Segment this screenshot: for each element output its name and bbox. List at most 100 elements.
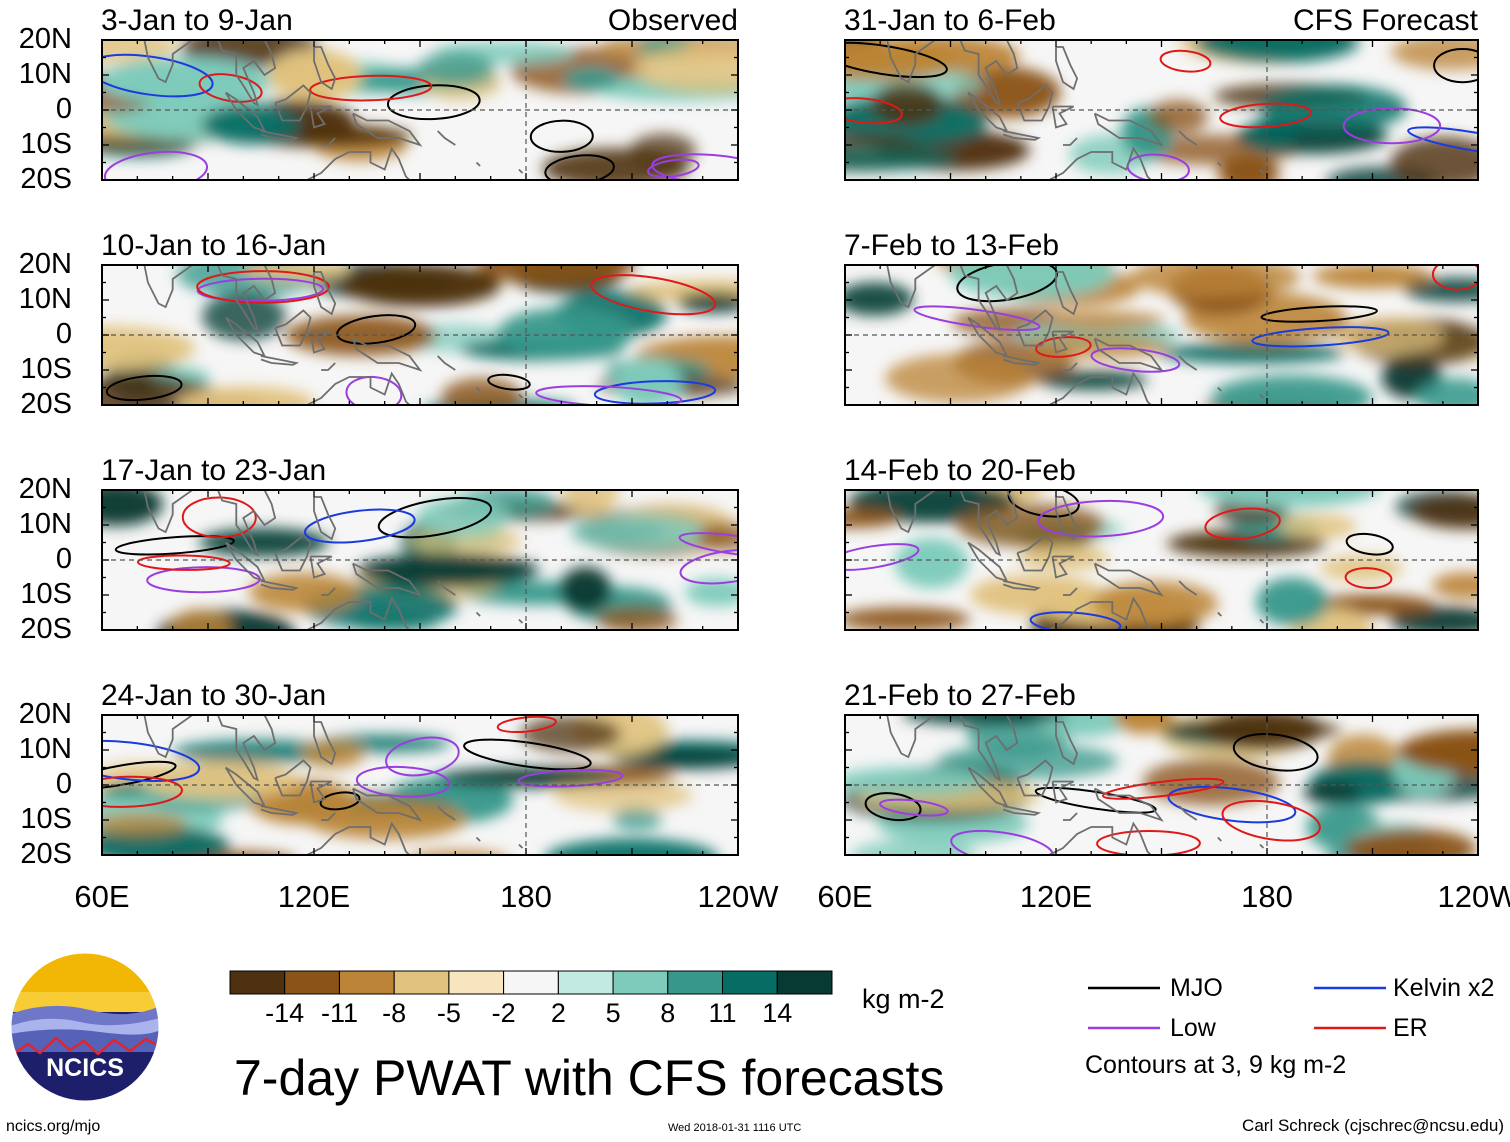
coastlines [142, 490, 524, 630]
panel-period: 7-Feb to 13-Feb [844, 229, 1060, 262]
coastline [352, 787, 423, 822]
coastline [1217, 611, 1222, 617]
colorbar-swatch [612, 970, 669, 995]
anomaly-blob [1130, 265, 1301, 298]
anomaly-blob [1036, 311, 1166, 330]
coastline [142, 265, 195, 309]
anomaly-blob [1411, 495, 1478, 530]
coastline [1046, 146, 1153, 180]
contour-mjo [487, 373, 531, 391]
coastline [1055, 46, 1079, 91]
coastline [1178, 805, 1198, 821]
anomaly-blob [418, 51, 495, 85]
colorbar-tick: -8 [382, 998, 407, 1028]
anomaly-blob [938, 743, 1119, 780]
lat-tick-label: 20N [18, 698, 72, 730]
anomaly-blob [102, 326, 196, 371]
contour-er [1431, 265, 1478, 291]
coastline [1259, 618, 1265, 624]
contour-mjo [463, 738, 592, 771]
coastline [321, 362, 336, 371]
contour-mjo [1345, 532, 1394, 556]
coastline [518, 843, 524, 849]
contour-lines [102, 715, 624, 811]
anomaly-blob [1415, 377, 1478, 405]
anomaly-blob [1260, 84, 1407, 132]
coastline [475, 161, 481, 167]
anomaly-blob [172, 739, 344, 764]
anomaly-blob [1404, 277, 1478, 303]
coastline [313, 271, 337, 316]
contour-low [385, 736, 460, 777]
coastline [1003, 355, 1042, 366]
anomaly-blob [1397, 729, 1478, 774]
legend-low: Low [1170, 1014, 1216, 1042]
anomaly-blob [559, 566, 612, 613]
anomaly-blob [497, 307, 633, 359]
colorbar-tick: -11 [320, 998, 359, 1028]
anomaly-blob [102, 490, 163, 526]
coastlines [885, 715, 1265, 855]
coastline [437, 130, 456, 146]
anomaly-blob [1278, 513, 1358, 539]
author-credit: Carl Schreck (cjschrec@ncsu.edu) [1242, 1116, 1504, 1135]
map-panel [101, 264, 739, 406]
anomaly-blob [340, 265, 501, 307]
map-panel [844, 39, 1479, 181]
anomaly-blob [408, 524, 522, 558]
legend-mjo: MJO [1170, 974, 1223, 1002]
colorbar-units: kg m-2 [862, 984, 945, 1014]
coastline [216, 40, 277, 107]
coastline [518, 618, 524, 624]
coastline [1016, 759, 1054, 797]
lat-tick-label: 10S [20, 578, 72, 610]
anomaly-blob [697, 523, 738, 551]
coastline [437, 580, 456, 596]
contour-mjo [544, 154, 615, 180]
anomaly-blob [1040, 370, 1148, 390]
coastlines [142, 715, 524, 855]
lat-tick-label: 20S [20, 838, 72, 870]
coastline [1093, 787, 1164, 822]
anomaly-blob [202, 292, 286, 341]
colorbar-tick: -14 [265, 998, 305, 1028]
coastline [313, 46, 337, 91]
map-panel [844, 489, 1479, 631]
coastline [1063, 137, 1078, 146]
anomaly-blob [1035, 715, 1131, 737]
contour-er [1219, 102, 1313, 129]
lon-tick-label: 180 [1241, 879, 1293, 914]
coastline [1259, 843, 1265, 849]
lon-tick-label: 120W [1437, 879, 1510, 914]
anomaly-blob [102, 812, 188, 837]
anomaly-blob [570, 513, 709, 551]
coastline [309, 105, 333, 129]
anomaly-blob [902, 715, 1067, 726]
coastline [1259, 168, 1265, 174]
anomaly-blob [845, 41, 960, 81]
coastline [1051, 105, 1075, 129]
coastline [260, 130, 300, 141]
colorbar-swatch [339, 970, 395, 995]
anomaly-blob [356, 553, 539, 588]
anomaly-blob [545, 838, 718, 855]
contour-low [345, 375, 403, 405]
contour-low [1342, 107, 1442, 145]
lon-tick-label: 120E [277, 879, 351, 914]
lat-tick-label: 20N [18, 248, 72, 280]
colorbar-swatch [393, 970, 450, 995]
coastline [216, 265, 277, 332]
lon-tick-label: 60E [817, 879, 873, 914]
colorbar-tick: -2 [491, 998, 516, 1028]
colorbar-swatch [557, 970, 614, 995]
colorbar-tick: 8 [660, 998, 676, 1028]
colorbar-swatch [722, 970, 778, 995]
lat-tick-label: 20S [20, 613, 72, 645]
coastline [1217, 836, 1222, 842]
timestamp: Wed 2018-01-31 1116 UTC [668, 1122, 802, 1134]
contour-er [590, 274, 717, 316]
lon-tick-label: 180 [500, 879, 552, 914]
website-link[interactable]: ncics.org/mjo [6, 1118, 101, 1135]
contour-mjo [529, 119, 594, 153]
coastline [309, 330, 333, 354]
